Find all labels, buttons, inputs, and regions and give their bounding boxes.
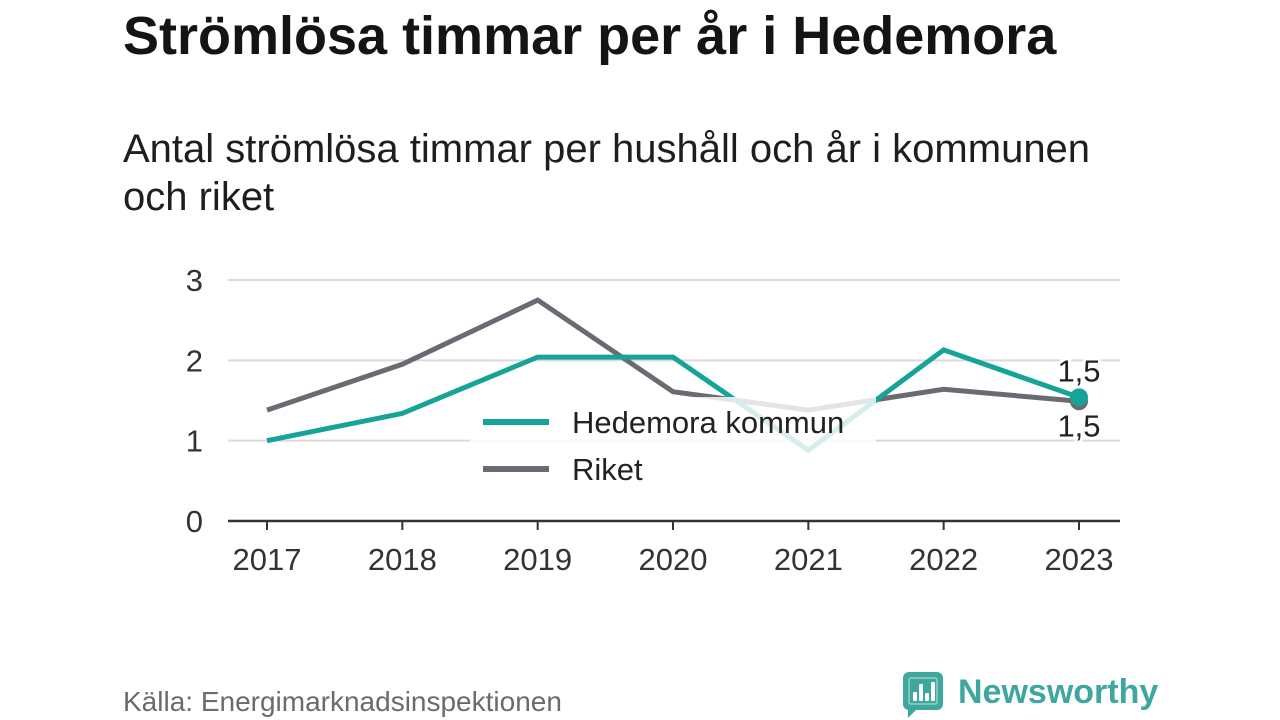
y-tick-label: 1 [186,424,203,459]
chart-title: Strömlösa timmar per år i Hedemora [123,6,1057,66]
legend-background [470,397,876,492]
chart-subtitle: Antal strömlösa timmar per hushåll och å… [123,127,1091,219]
source-note: Källa: Energimarknadsinspektionen [123,686,562,717]
series-line-hedemora-kommun [266,347,1080,454]
newsworthy-logo-icon [903,672,943,718]
x-tick-label: 2020 [639,542,708,577]
line-chart: 0 1 2 3 2017 2018 2019 2020 2021 2022 2023 Hedemora… [186,263,1120,577]
end-value-label-riket: 1,5 [1057,408,1100,443]
x-tick-label: 2018 [368,542,437,577]
legend-label-hedemora-kommun: Hedemora kommun [572,405,844,440]
legend-label-riket: Riket [572,452,643,487]
x-tick-label: 2022 [909,542,978,577]
y-tick-label: 3 [186,263,203,298]
x-tick-label: 2023 [1045,542,1114,577]
end-marker-hedemora-kommun [1070,388,1088,407]
y-tick-label: 0 [186,504,203,539]
x-tick-label: 2017 [233,542,302,577]
brand-logo: Newsworthy [902,671,1162,719]
end-value-label-hedemora-kommun: 1,5 [1057,353,1100,388]
x-tick-label: 2021 [774,542,843,577]
y-tick-label: 2 [186,343,203,378]
brand-name: Newsworthy [958,673,1159,711]
series-line-riket [266,297,1080,413]
x-tick-label: 2019 [503,542,572,577]
legend: Hedemora kommun Riket [470,397,876,492]
